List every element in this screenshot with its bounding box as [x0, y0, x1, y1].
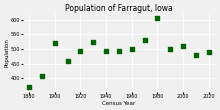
Point — [207, 51, 211, 53]
Point — [194, 54, 198, 56]
Point — [117, 50, 121, 51]
Point — [169, 48, 172, 50]
Point — [104, 50, 108, 51]
Point — [92, 41, 95, 43]
Point — [66, 60, 69, 62]
Point — [156, 17, 159, 19]
Point — [143, 39, 147, 41]
X-axis label: Census Year: Census Year — [102, 101, 136, 106]
Point — [53, 42, 57, 44]
Point — [27, 86, 31, 88]
Point — [79, 50, 82, 51]
Title: Population of Farragut, Iowa: Population of Farragut, Iowa — [65, 4, 173, 13]
Y-axis label: Population: Population — [4, 38, 9, 67]
Point — [130, 48, 134, 50]
Point — [182, 45, 185, 47]
Point — [40, 75, 44, 76]
